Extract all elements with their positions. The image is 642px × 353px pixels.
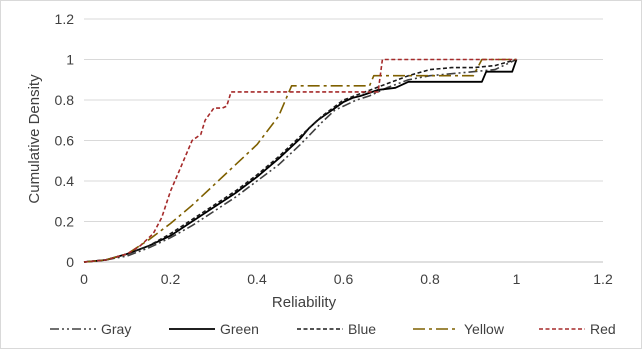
series-layer xyxy=(83,58,518,263)
series-line-gray xyxy=(83,58,517,263)
legend-label-green: Green xyxy=(220,321,259,337)
x-tick-label: 0 xyxy=(80,271,88,287)
tick-labels: 0 0.2 0.4 0.6 0.8 1 1.2 0 0.2 0.4 0.6 0.8 1 1.2 xyxy=(55,11,613,287)
y-tick-label: 0 xyxy=(66,254,74,270)
series-line-yellow xyxy=(83,58,517,263)
y-tick-label: 0.4 xyxy=(55,173,75,189)
line-chart: 0 0.2 0.4 0.6 0.8 1 1.2 0 0.2 0.4 0.6 0.8 1 1.2 Cumul… xyxy=(26,11,616,337)
legend-label-gray: Gray xyxy=(101,321,131,337)
y-tick-label: 1.2 xyxy=(55,11,75,27)
gridlines xyxy=(84,18,603,222)
x-tick-label: 1 xyxy=(513,271,521,287)
series-line-green xyxy=(83,59,518,263)
y-tick-label: 0.8 xyxy=(55,92,75,108)
x-tick-label: 0.6 xyxy=(334,271,354,287)
legend: Gray Green Blue Yellow Red xyxy=(50,321,616,337)
y-tick-label: 0.6 xyxy=(55,133,75,149)
x-tick-label: 0.4 xyxy=(247,271,267,287)
series-line-red xyxy=(83,58,517,263)
x-tick-label: 0.2 xyxy=(161,271,181,287)
y-tick-label: 0.2 xyxy=(55,214,75,230)
y-axis-title: Cumulative Density xyxy=(26,74,43,204)
x-axis-title: Reliability xyxy=(272,294,337,311)
legend-label-yellow: Yellow xyxy=(464,321,505,337)
legend-label-blue: Blue xyxy=(348,321,376,337)
y-tick-label: 1 xyxy=(66,52,74,68)
x-tick-label: 1.2 xyxy=(593,271,613,287)
series-line-blue xyxy=(83,58,517,263)
x-tick-label: 0.8 xyxy=(420,271,440,287)
legend-label-red: Red xyxy=(590,321,616,337)
